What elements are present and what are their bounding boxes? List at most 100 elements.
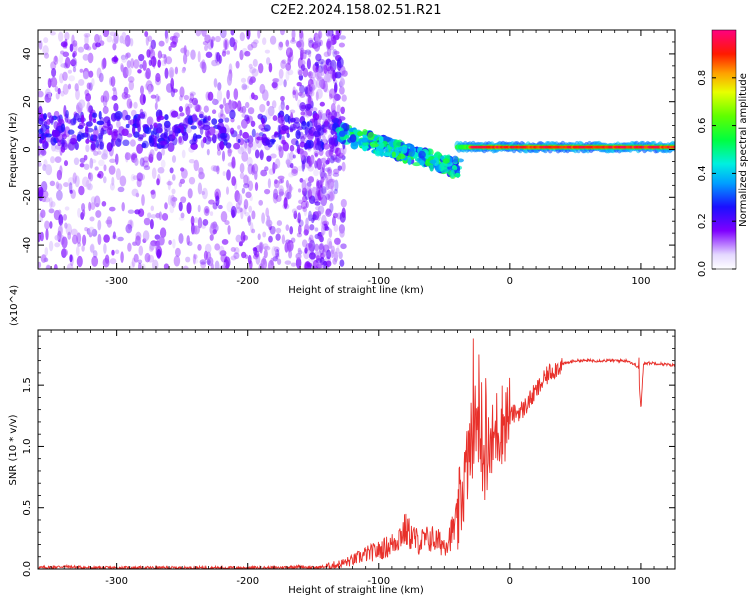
spectrogram-cell xyxy=(88,232,93,238)
spectrogram-cell xyxy=(248,141,254,148)
spectrogram-cell xyxy=(208,126,216,136)
spectrogram-cell xyxy=(181,149,186,159)
spectrogram-cell xyxy=(301,120,307,130)
spectrogram-x-ticks: -300 -200 -100 0 100 xyxy=(50,30,668,287)
spectrogram-cell xyxy=(285,104,290,111)
spectrogram-cell xyxy=(320,187,324,198)
spectrogram-cell xyxy=(222,171,226,177)
spectrogram-cell xyxy=(129,219,133,227)
snr-frame xyxy=(37,329,676,570)
spectrogram-cell xyxy=(51,129,60,138)
spectrogram-cell xyxy=(246,30,251,40)
spectrogram-cell xyxy=(38,117,44,125)
spectrogram-cell xyxy=(85,138,90,144)
spectrogram-cell xyxy=(71,34,75,47)
spectrogram-cell xyxy=(222,97,227,107)
spectrogram-cell xyxy=(316,210,322,217)
spectrogram-cell xyxy=(82,209,86,218)
spectrogram-cell xyxy=(333,168,340,175)
spectrogram-cell xyxy=(156,178,160,186)
spectrogram-cell xyxy=(201,190,206,196)
spectrogram-cell xyxy=(106,216,113,228)
spectrogram-cell xyxy=(88,113,93,123)
spectrogram-cell xyxy=(289,162,294,169)
x-tick-label: -300 xyxy=(105,276,128,287)
spectrogram-cell xyxy=(57,209,62,215)
spectrogram-cell xyxy=(251,68,259,77)
spectrogram-cell xyxy=(72,40,78,47)
spectrogram-cell xyxy=(280,60,286,69)
spectrogram-cell xyxy=(199,259,207,265)
spectrogram-cell xyxy=(155,72,161,83)
spectrogram-cell xyxy=(188,159,195,164)
spectrogram-cell xyxy=(287,69,294,76)
spectrogram-cell xyxy=(315,206,321,211)
spectrogram-cell xyxy=(277,258,282,265)
spectrogram-cell xyxy=(297,39,305,51)
spectrogram-cell xyxy=(72,50,77,57)
spectrogram-cell xyxy=(150,189,157,200)
spectrogram-cell xyxy=(397,153,406,160)
spectrogram-cell xyxy=(62,83,69,95)
spectrogram-cell xyxy=(210,164,218,172)
spectrogram-cell xyxy=(333,223,339,232)
spectrogram-cell xyxy=(110,76,116,87)
spectrogram-cell xyxy=(212,134,217,144)
spectrogram-cell xyxy=(237,125,241,130)
spectrogram-cell xyxy=(224,117,230,123)
spectrogram-cell xyxy=(321,186,327,195)
spectrogram-cell xyxy=(131,188,139,197)
spectrogram-cell xyxy=(266,100,270,107)
spectrogram-cell xyxy=(240,231,246,243)
spectrogram-cell xyxy=(97,233,102,246)
spectrogram-cell xyxy=(195,30,202,37)
spectrogram-cell xyxy=(241,251,247,259)
spectrogram-cell xyxy=(230,205,237,218)
spectrogram-cell xyxy=(93,195,101,208)
spectrogram-cell xyxy=(148,153,154,164)
spectrogram-cell xyxy=(124,53,129,60)
spectrogram-cell xyxy=(158,211,163,221)
spectrogram-cell xyxy=(186,124,193,134)
spectrogram-cell xyxy=(315,53,322,62)
spectrogram-cell xyxy=(254,170,258,180)
spectrogram-cell xyxy=(98,134,103,144)
spectrogram-cell xyxy=(137,69,142,74)
spectrogram-cell xyxy=(154,102,158,110)
spectrogram-cell xyxy=(197,204,201,213)
spectrogram-cell xyxy=(219,104,224,109)
spectrogram-cell xyxy=(78,99,86,109)
spectrogram-cell xyxy=(319,111,323,121)
spectrogram-cell xyxy=(229,100,236,113)
spectrogram-cell xyxy=(170,110,179,118)
spectrogram-cell xyxy=(300,64,306,71)
spectrogram-cell xyxy=(378,135,384,143)
spectrogram-cell xyxy=(201,187,208,200)
spectrogram-cell xyxy=(226,50,230,55)
spectrogram-cell xyxy=(243,138,250,143)
spectrogram-cell xyxy=(322,248,327,258)
spectrogram-cell xyxy=(54,146,61,153)
snr-scale-label: (x10^4) xyxy=(9,285,20,326)
spectrogram-cell xyxy=(89,244,95,253)
spectrogram-cell xyxy=(191,113,198,122)
spectrogram-cell xyxy=(244,50,251,57)
spectrogram-cell xyxy=(307,71,312,77)
spectrogram-cell xyxy=(126,60,132,69)
spectrogram-cell xyxy=(101,201,107,207)
spectrogram-cell xyxy=(290,237,296,244)
spectrogram-cell xyxy=(122,66,129,79)
spectrogram-cell xyxy=(362,129,368,135)
spectrogram-cell xyxy=(84,227,88,232)
spectrogram-cell xyxy=(227,148,232,157)
spectrogram-cell xyxy=(76,134,82,142)
spectrogram-cell xyxy=(278,144,282,152)
spectrogram-cell xyxy=(132,125,136,135)
spectrogram-cell xyxy=(121,56,127,63)
spectrogram-cell xyxy=(69,43,74,52)
spectrogram-cell xyxy=(321,224,325,237)
spectrogram-cell xyxy=(56,169,63,181)
spectrogram-cell xyxy=(298,199,304,205)
spectrogram-cell xyxy=(307,120,313,131)
spectrogram-cell xyxy=(155,127,163,134)
